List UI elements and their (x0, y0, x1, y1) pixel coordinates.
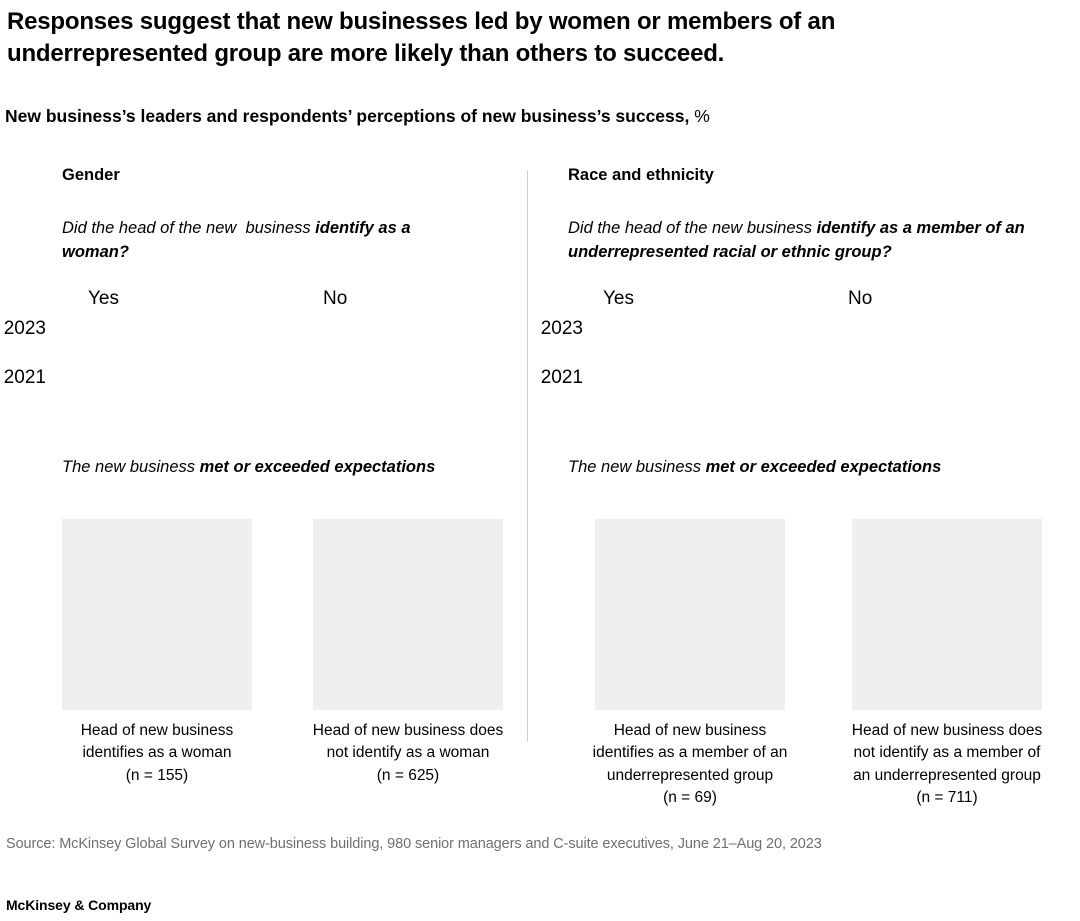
panel-race-expectations-label: The new business met or exceeded expecta… (568, 458, 941, 477)
panel-gender-question-bold: identify as a woman? (62, 219, 411, 261)
panel-gender-header: Gender (62, 166, 120, 184)
panel-gender-expectations-plain: The new business (62, 458, 200, 476)
panel-race-sample-chart-yes (595, 519, 785, 710)
panel-race-row-2021: 2021 (540, 367, 583, 388)
panel-race-sample-label-yes: Head of new business identifies as a mem… (592, 722, 788, 807)
panel-race-expectations-bold: met or exceeded expectations (705, 458, 942, 476)
panel-race-sample-chart-no (852, 519, 1042, 710)
panel-gender-row-2023: 2023 (3, 318, 46, 339)
exhibit-subtitle: New business’s leaders and respondents’ … (5, 106, 1065, 127)
panel-race-sample-label-no: Head of new business does not identify a… (851, 722, 1043, 807)
panel-race-row-2023: 2023 (540, 318, 583, 339)
panel-divider (527, 170, 528, 742)
panel-gender-bar-area: 2023 2021 (0, 318, 527, 438)
panel-gender-sample-chart-no (313, 519, 503, 710)
panel-gender-row-2021: 2021 (3, 367, 46, 388)
panel-race-bar-area: 2023 2021 (537, 318, 1080, 438)
panel-race-col-no: No (848, 288, 873, 309)
source-note: Source: McKinsey Global Survey on new-bu… (6, 836, 822, 852)
panel-gender-expectations-bold: met or exceeded expectations (199, 458, 436, 476)
panel-gender-sample-label-yes: Head of new business identifies as a wom… (80, 722, 234, 784)
panel-race-question-bold: identify as a member of an underrepresen… (568, 219, 1025, 261)
panel-race-expectations-plain: The new business (568, 458, 706, 476)
panel-gender-sample-chart-yes (62, 519, 252, 710)
panel-gender-col-no: No (323, 288, 348, 309)
panel-gender-col-yes: Yes (88, 288, 119, 309)
exhibit-subtitle-text: New business’s leaders and respondents’ … (5, 106, 690, 126)
panel-gender-question: Did the head of the new business identif… (62, 217, 447, 264)
panel-race-question: Did the head of the new business identif… (568, 217, 1046, 264)
panel-gender-expectations-label: The new business met or exceeded expecta… (62, 458, 435, 477)
panel-race-header: Race and ethnicity (568, 166, 714, 184)
exhibit-title: Responses suggest that new businesses le… (7, 8, 836, 67)
panel-gender-question-plain: Did the head of the new business (62, 219, 316, 237)
mckinsey-logo: McKinsey & Company (6, 897, 152, 913)
panel-gender-sample-label-no: Head of new business does not identify a… (312, 722, 504, 784)
panel-race-question-plain: Did the head of the new business (568, 219, 817, 237)
exhibit-subtitle-unit: % (689, 106, 710, 126)
panel-race-col-yes: Yes (603, 288, 634, 309)
